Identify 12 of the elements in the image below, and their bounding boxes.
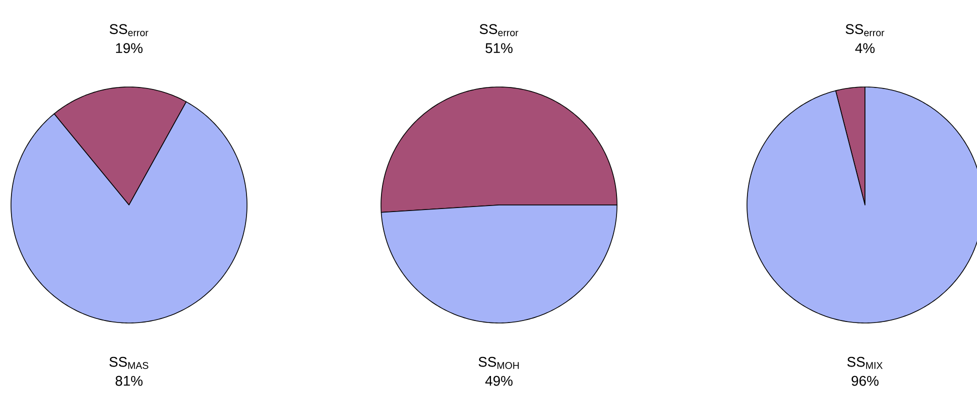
- slice-label: SS$_{MOH}$: [478, 356, 519, 369]
- slice-label: SS$_{error}$: [846, 24, 884, 36]
- slice-label: SS$_{MAS}$: [109, 356, 148, 369]
- slice-label: SS$_{error}$: [480, 24, 518, 36]
- data-label: 19%: [116, 43, 143, 54]
- data-label: 96%: [852, 376, 879, 386]
- data-label: 4%: [855, 43, 875, 54]
- data-label: 49%: [485, 376, 513, 386]
- slice-label: SS$_{MIX}$: [847, 356, 883, 369]
- data-label: 51%: [486, 43, 513, 54]
- slice-label: SS$_{error}$: [110, 24, 148, 36]
- data-label: 81%: [116, 376, 143, 386]
